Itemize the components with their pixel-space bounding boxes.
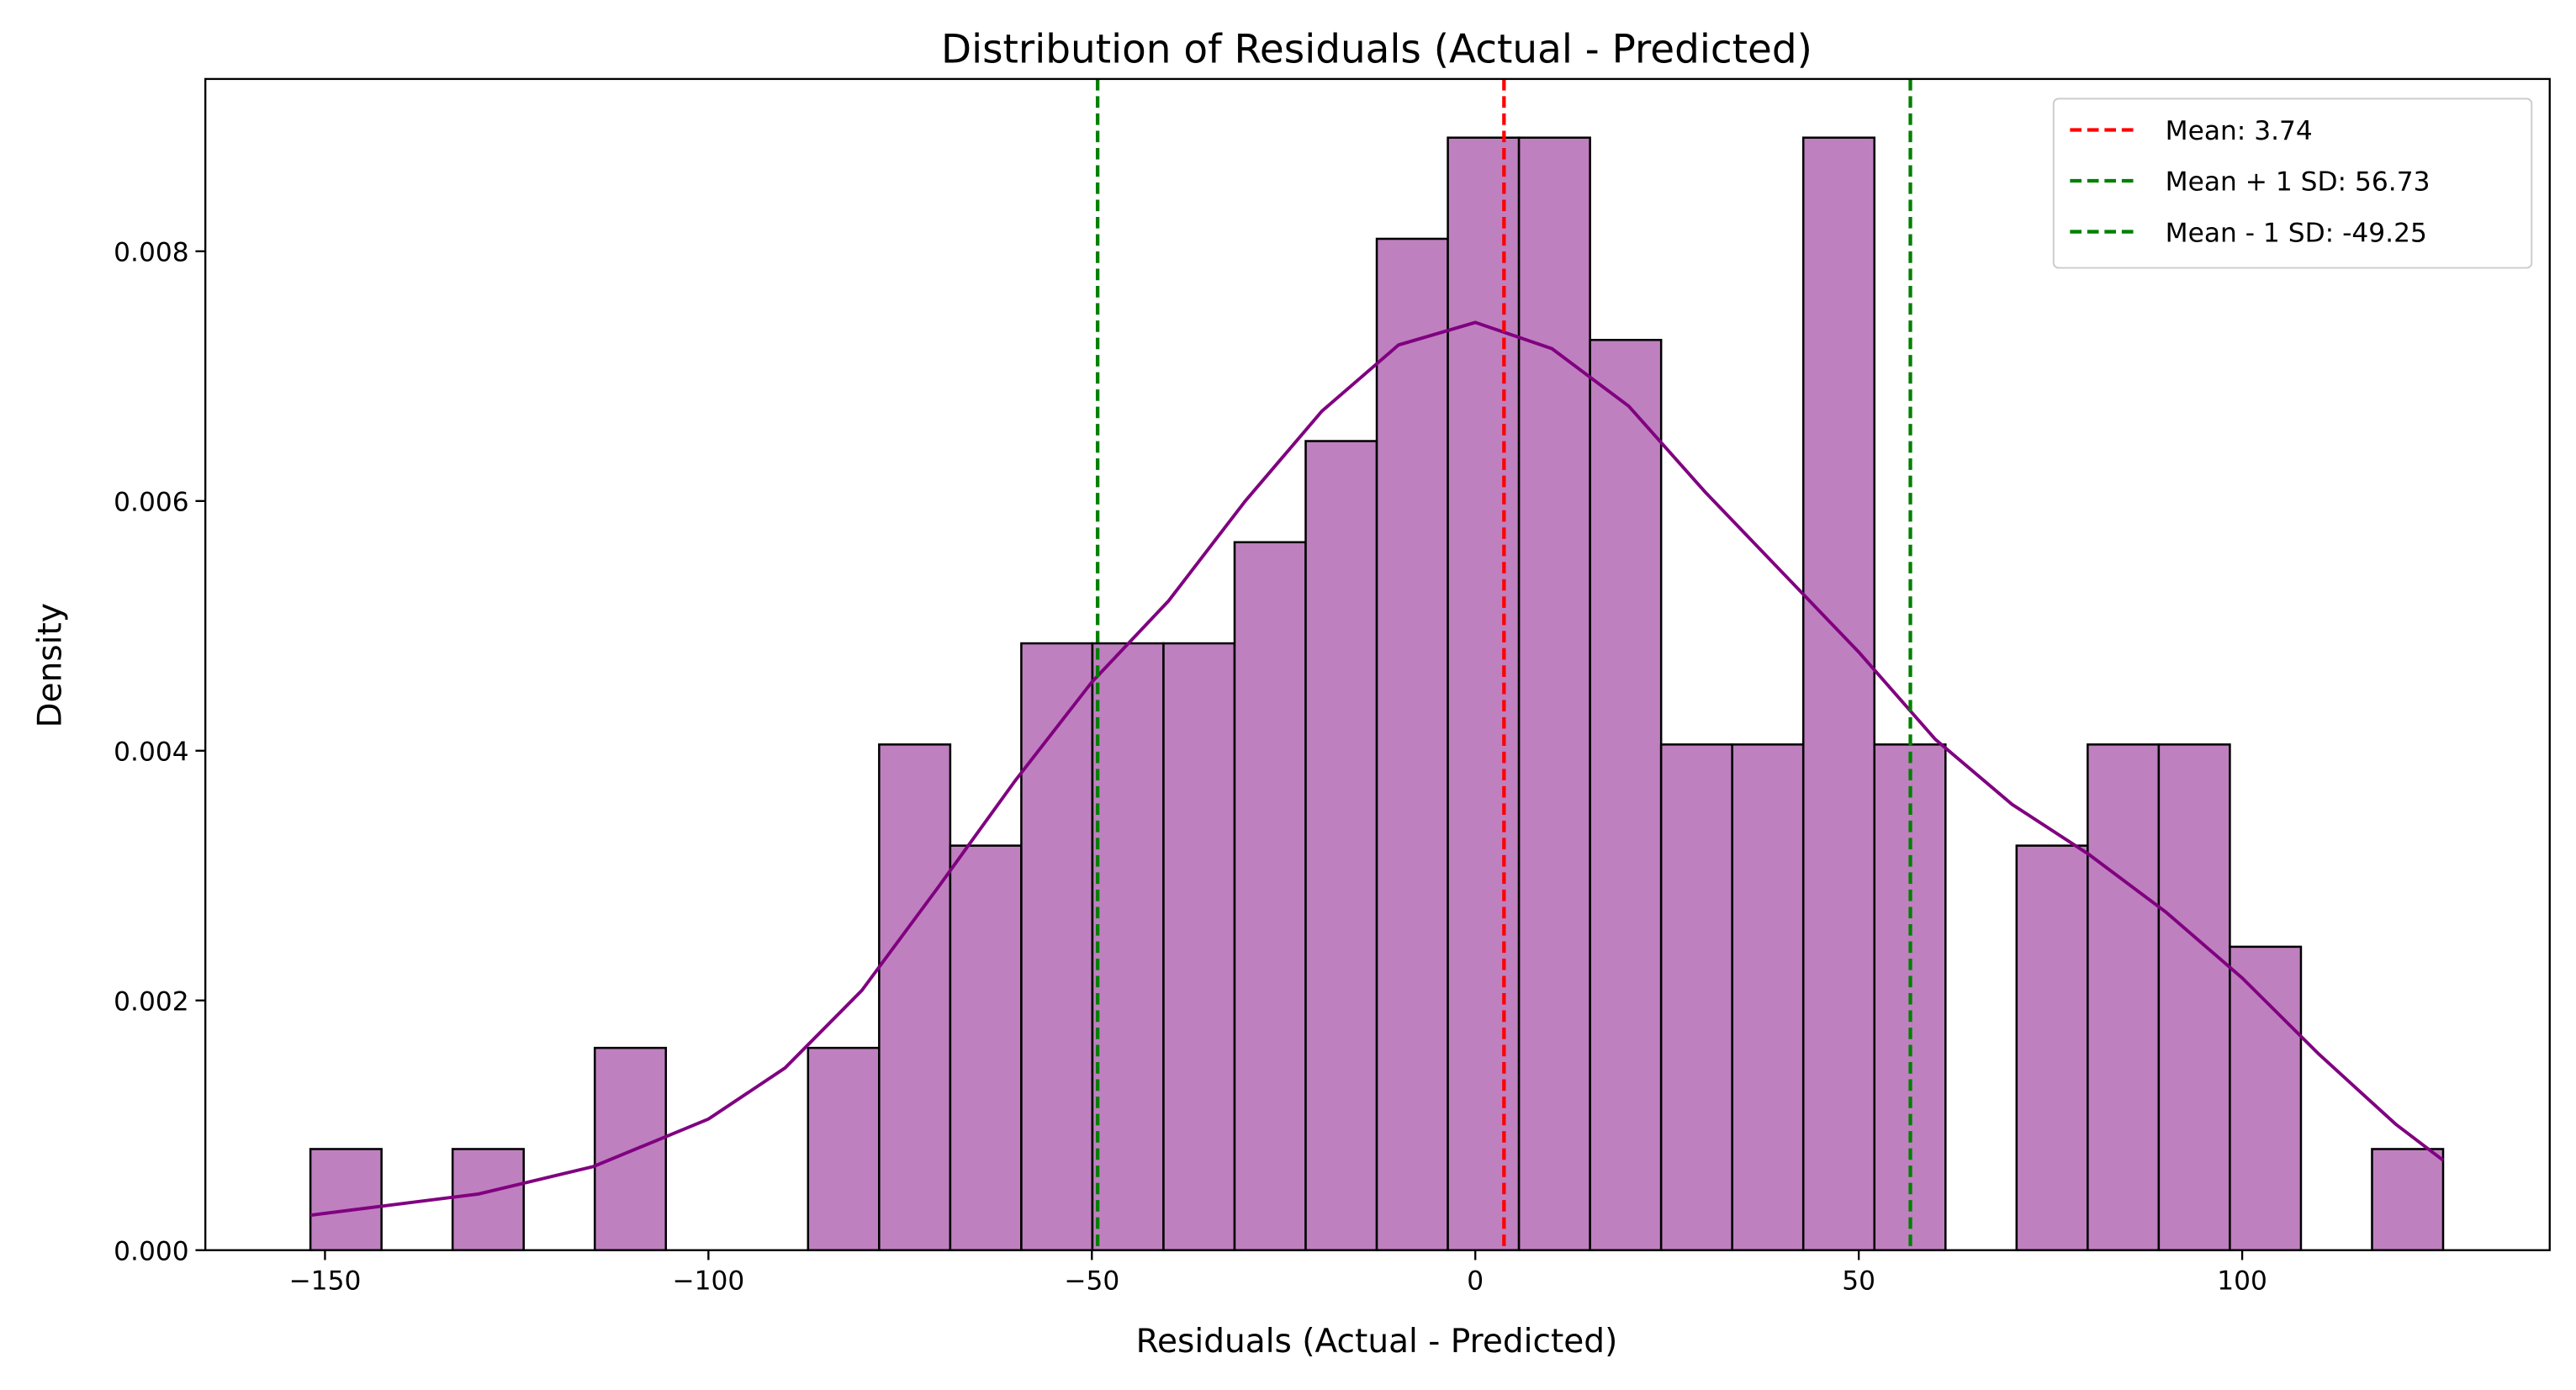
y-tick-label: 0.008 — [114, 238, 188, 268]
bar — [1304, 440, 1378, 1251]
bar — [1020, 642, 1094, 1251]
legend-box — [2052, 98, 2533, 269]
y-tick-label: 0.004 — [114, 737, 188, 767]
x-tick-label: 100 — [2217, 1266, 2267, 1297]
x-tick-label: −150 — [289, 1266, 362, 1297]
y-tick-label: 0.002 — [114, 986, 188, 1017]
bar — [1659, 743, 1733, 1251]
bar — [1375, 237, 1449, 1251]
bar — [1233, 541, 1307, 1251]
bar — [1162, 642, 1236, 1251]
bar — [1447, 136, 1521, 1251]
bar — [2015, 844, 2089, 1251]
plot-frame — [204, 77, 2551, 1251]
bar — [451, 1148, 525, 1251]
x-tick-label: 50 — [1842, 1266, 1875, 1297]
bar — [2087, 743, 2161, 1251]
bar — [2371, 1148, 2445, 1251]
legend-label: Mean + 1 SD: 56.73 — [2166, 167, 2431, 198]
bar — [807, 1046, 881, 1251]
bar — [2157, 743, 2231, 1251]
bar — [1731, 743, 1805, 1251]
x-tick-label: 0 — [1467, 1266, 1484, 1297]
bar — [1517, 136, 1591, 1251]
chart-title: Distribution of Residuals (Actual - Pred… — [941, 26, 1812, 72]
bar — [1589, 338, 1663, 1251]
bar — [2229, 945, 2303, 1251]
bar — [309, 1148, 383, 1251]
y-axis-label: Density — [31, 603, 69, 727]
kde-line — [309, 320, 2445, 1218]
y-tick-label: 0.000 — [114, 1236, 188, 1266]
bar — [949, 844, 1023, 1251]
bar — [878, 743, 952, 1251]
legend-label: Mean: 3.74 — [2166, 116, 2313, 146]
x-tick-label: −50 — [1064, 1266, 1119, 1297]
bar — [1091, 642, 1165, 1251]
x-axis-label: Residuals (Actual - Predicted) — [1136, 1323, 1618, 1361]
y-tick-label: 0.006 — [114, 488, 188, 518]
x-tick-label: −100 — [672, 1266, 744, 1297]
legend-label: Mean - 1 SD: -49.25 — [2166, 218, 2427, 248]
bar — [593, 1046, 668, 1251]
bar — [1801, 136, 1876, 1251]
